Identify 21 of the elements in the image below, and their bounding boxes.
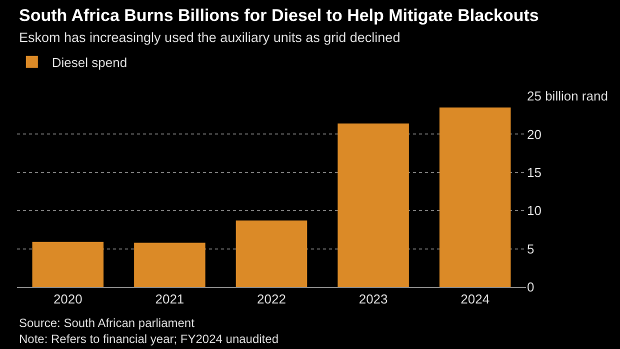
- chart-subtitle: Eskom has increasingly used the auxiliary units as grid declined: [19, 30, 400, 45]
- y-tick-label: 0: [527, 280, 534, 295]
- x-tick-label: 2021: [155, 292, 184, 307]
- y-tick-label: 10: [527, 203, 542, 218]
- bar: [32, 242, 104, 287]
- text: Note: Refers to financial year; FY2024 unaudited: [19, 332, 278, 346]
- y-tick-label: 5: [527, 241, 534, 256]
- bar: [338, 124, 409, 287]
- x-tick-label: 2024: [460, 292, 490, 307]
- x-tick-label: 2023: [358, 292, 388, 307]
- x-tick-label: 2020: [53, 292, 82, 307]
- y-tick-label: 25 billion rand: [527, 88, 608, 104]
- y-tick-label: 15: [527, 164, 542, 180]
- bar: [134, 242, 206, 287]
- legend-label: Diesel spend: [52, 54, 128, 70]
- source-note: Source: South African parliament: [19, 316, 196, 330]
- bar: [439, 107, 511, 287]
- chart-title: South Africa Burns Billions for Diesel to Help Mitigate Blackouts: [19, 6, 539, 25]
- y-tick-label: 20: [527, 126, 542, 142]
- bar: [236, 220, 308, 287]
- x-tick-label: 2022: [257, 292, 286, 307]
